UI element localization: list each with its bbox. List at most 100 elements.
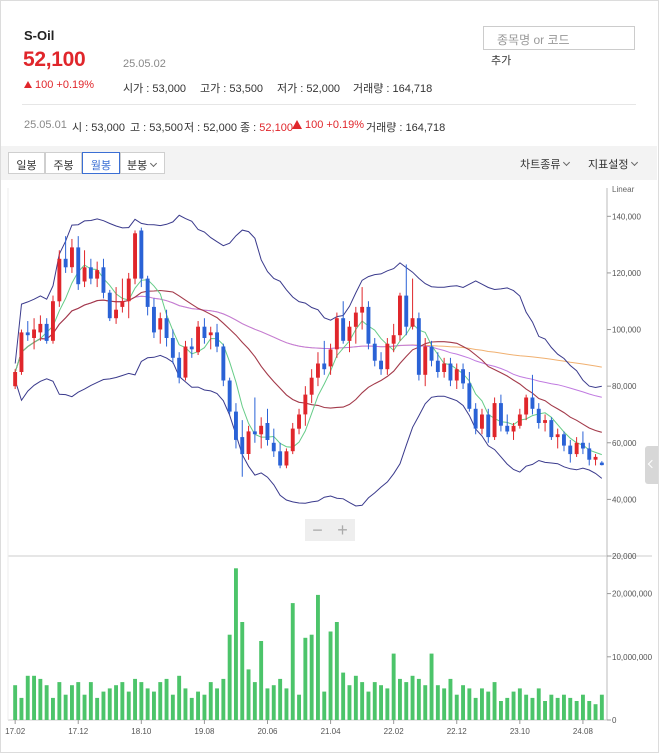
candle-body: [76, 247, 81, 285]
volume-bar: [234, 568, 238, 720]
candle-body: [549, 420, 554, 438]
volume-bar: [25, 675, 30, 720]
volume-bar: [63, 694, 68, 720]
candle-body: [126, 278, 131, 302]
add-button[interactable]: 추가: [491, 55, 512, 67]
x-tick-label: 17.12: [68, 727, 89, 736]
volume-bar: [189, 697, 194, 720]
volume-bar: [442, 688, 447, 720]
tab-monthly[interactable]: 월봉: [82, 152, 120, 174]
volume-bar: [44, 685, 49, 720]
candle-body: [423, 346, 428, 375]
prev-date-text: 25.05.01: [24, 119, 67, 131]
candle-body: [480, 414, 484, 429]
candle-body: [189, 346, 194, 350]
candle-body: [145, 278, 150, 307]
volume-bar: [76, 682, 81, 720]
candle-body: [499, 403, 503, 426]
volume-bar: [170, 694, 175, 720]
search-input[interactable]: 종목명 or 코드: [483, 26, 635, 50]
volume-bar: [196, 691, 200, 720]
ma-short-line: [14, 264, 602, 456]
candle-body: [316, 363, 320, 378]
candle-body: [107, 292, 112, 319]
tab-minute[interactable]: 분봉: [120, 152, 165, 174]
scale-label: Linear: [612, 185, 635, 194]
volume-bar: [599, 694, 604, 720]
volume-tick-label: 20,000,000: [612, 590, 653, 599]
candle-body: [88, 267, 93, 279]
volume-bar: [82, 694, 87, 720]
candle-body: [360, 306, 365, 313]
ma-mid-line: [14, 289, 602, 433]
indicator-settings-dropdown[interactable]: 지표설정: [588, 156, 639, 172]
candle-body: [101, 267, 106, 293]
price-tick-label: 120,000: [612, 269, 641, 278]
volume-bar: [543, 701, 547, 720]
candle-body: [530, 397, 535, 409]
volume-bar: [347, 685, 352, 720]
zoom-out-button[interactable]: −: [312, 520, 323, 540]
candle-body: [599, 462, 604, 466]
tab-weekly[interactable]: 주봉: [45, 152, 82, 174]
chart-type-dropdown[interactable]: 차트종류: [520, 156, 571, 172]
candle-body: [19, 332, 24, 372]
volume-bar: [126, 691, 131, 720]
volume-bar: [133, 678, 137, 720]
prev-close: 종 : 52,100: [240, 119, 293, 135]
candle-body: [246, 431, 251, 454]
volume-bar: [70, 685, 74, 720]
candle-body: [57, 258, 62, 302]
price-tick-label: 60,000: [612, 439, 637, 448]
candle-body: [139, 230, 144, 279]
prev-low: 저 : 52,000: [184, 122, 237, 134]
volume-tick-label: 0: [612, 716, 617, 725]
volume-bar: [265, 688, 270, 720]
tab-minute-label: 분봉: [127, 160, 148, 172]
volume-bar: [328, 631, 333, 720]
candle-body: [215, 332, 219, 347]
candle-body: [164, 318, 169, 338]
candle-body: [511, 425, 516, 432]
volume-bar: [423, 685, 428, 720]
up-triangle-icon: [292, 120, 302, 129]
volume-bar: [88, 682, 93, 720]
volume-bar: [549, 694, 554, 720]
x-tick-label: 20.06: [257, 727, 278, 736]
volume-bar: [297, 694, 301, 720]
volume-bar: [177, 675, 182, 720]
volume-bar: [416, 678, 421, 720]
candle-body: [278, 451, 283, 466]
volume-bar: [252, 682, 257, 720]
candle-body: [442, 363, 447, 372]
volume-bar: [183, 688, 188, 720]
volume-bar: [581, 694, 585, 720]
volume-bar: [398, 678, 402, 720]
price-tick-label: 40,000: [612, 495, 637, 504]
side-panel-toggle[interactable]: [645, 446, 658, 484]
x-tick-label: 23.10: [510, 727, 531, 736]
candle-body: [208, 332, 213, 336]
candle-body: [177, 357, 182, 378]
candle-body: [347, 326, 352, 341]
tab-daily[interactable]: 일봉: [8, 152, 45, 174]
volume-bar: [284, 688, 289, 720]
candlestick-chart[interactable]: Linear 140,000 120,000 100,000 80,000 60,000 4…: [0, 182, 659, 752]
volume-bar: [366, 691, 371, 720]
x-tick-label: 22.12: [447, 727, 468, 736]
candle-body: [221, 346, 226, 381]
volume-bar: [107, 688, 112, 720]
candle-body: [322, 363, 327, 370]
indicator-label: 지표설정: [588, 159, 629, 171]
x-tick-label: 21.04: [321, 727, 342, 736]
volume-bar: [461, 685, 465, 720]
candle-body: [555, 434, 560, 438]
zoom-in-button[interactable]: +: [337, 520, 348, 540]
candle-body: [505, 425, 510, 432]
price-tick-label: 100,000: [612, 326, 641, 335]
volume-bar: [303, 637, 308, 720]
volume-bar: [486, 691, 491, 720]
volume-bar: [13, 685, 18, 720]
volume-bar: [208, 682, 213, 720]
candle-body: [44, 323, 49, 341]
